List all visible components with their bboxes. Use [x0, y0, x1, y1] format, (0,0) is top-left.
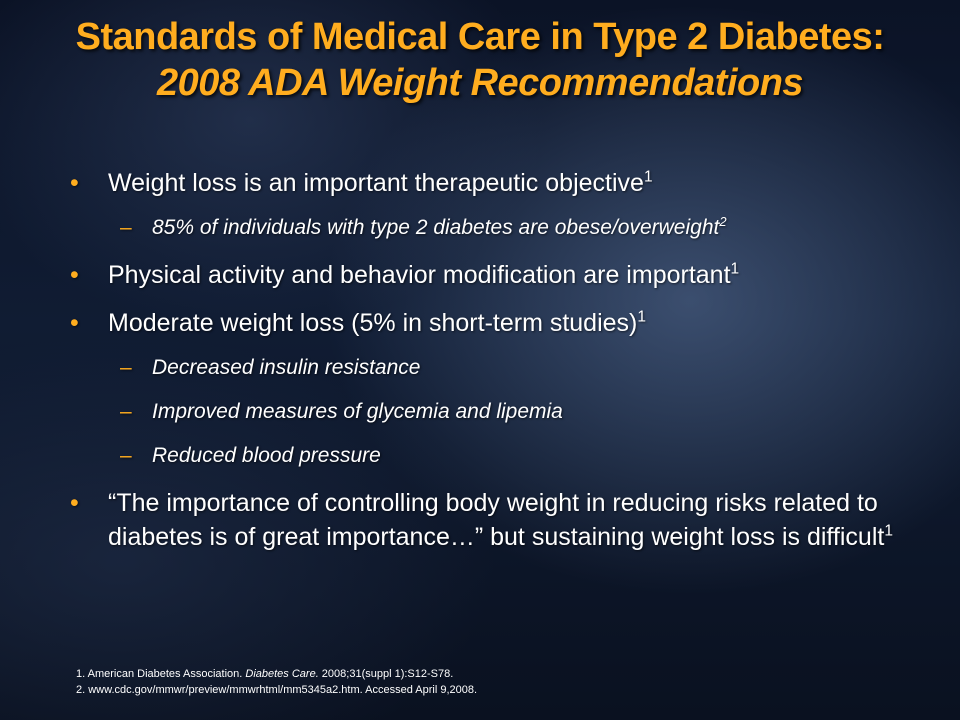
- bullet-text: Moderate weight loss (5% in short-term s…: [108, 309, 638, 337]
- citation-sup: 1: [730, 260, 740, 278]
- citation-sup: 1: [637, 308, 646, 326]
- bullet-list: • Weight loss is an important therapeuti…: [70, 166, 930, 568]
- bullet-text: “The importance of controlling body weig…: [108, 489, 885, 551]
- dash-icon: –: [120, 216, 132, 239]
- references: 1. American Diabetes Association. Diabet…: [76, 666, 477, 698]
- bullet-item: • “The importance of controlling body we…: [70, 486, 930, 554]
- citation-sup: 1: [643, 168, 653, 186]
- bullet-icon: •: [70, 169, 79, 197]
- sub-bullet-text: 85% of individuals with type 2 diabetes …: [152, 216, 720, 239]
- citation-sup: 2: [719, 214, 727, 229]
- reference-1: 1. American Diabetes Association. Diabet…: [76, 666, 477, 682]
- sub-bullet-text: Decreased insulin resistance: [152, 356, 421, 379]
- citation-sup: 1: [884, 522, 893, 540]
- dash-icon: –: [120, 444, 132, 467]
- reference-1-journal: Diabetes Care.: [245, 668, 319, 680]
- bullet-text: Weight loss is an important therapeutic …: [108, 169, 644, 197]
- dash-icon: –: [120, 400, 132, 423]
- sub-bullet-item: – 85% of individuals with type 2 diabete…: [70, 214, 930, 242]
- title-line-2: 2008 ADA Weight Recommendations: [156, 62, 804, 104]
- sub-bullet-text: Improved measures of glycemia and lipemi…: [152, 400, 563, 423]
- sub-bullet-text: Reduced blood pressure: [152, 444, 381, 467]
- bullet-icon: •: [70, 489, 79, 517]
- dash-icon: –: [120, 356, 132, 379]
- bullet-item: • Physical activity and behavior modific…: [70, 258, 930, 292]
- sub-bullet-item: – Reduced blood pressure: [70, 442, 930, 470]
- reference-1-suffix: 2008;31(suppl 1):S12-S78.: [318, 668, 454, 680]
- slide-title: Standards of Medical Care in Type 2 Diab…: [0, 14, 960, 106]
- bullet-item: • Moderate weight loss (5% in short-term…: [70, 306, 930, 340]
- reference-1-prefix: 1. American Diabetes Association.: [76, 668, 246, 680]
- reference-2: 2. www.cdc.gov/mmwr/preview/mmwrhtml/mm5…: [76, 684, 478, 696]
- bullet-icon: •: [70, 261, 79, 289]
- bullet-icon: •: [70, 309, 79, 337]
- sub-bullet-item: – Decreased insulin resistance: [70, 354, 930, 382]
- sub-bullet-item: – Improved measures of glycemia and lipe…: [70, 398, 930, 426]
- title-line-1: Standards of Medical Care in Type 2 Diab…: [75, 16, 885, 58]
- bullet-text: Physical activity and behavior modificat…: [108, 261, 731, 289]
- bullet-item: • Weight loss is an important therapeuti…: [70, 166, 930, 200]
